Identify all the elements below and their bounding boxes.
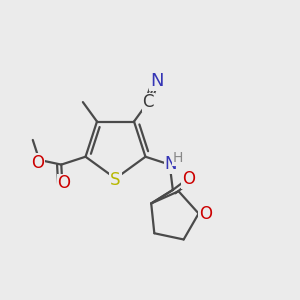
Text: H: H (173, 151, 183, 165)
Text: O: O (58, 175, 70, 193)
Text: N: N (150, 72, 164, 90)
Text: O: O (199, 205, 212, 223)
Text: O: O (182, 170, 195, 188)
Text: C: C (142, 93, 154, 111)
Text: S: S (110, 171, 121, 189)
Text: N: N (165, 155, 177, 173)
Text: O: O (31, 154, 44, 172)
